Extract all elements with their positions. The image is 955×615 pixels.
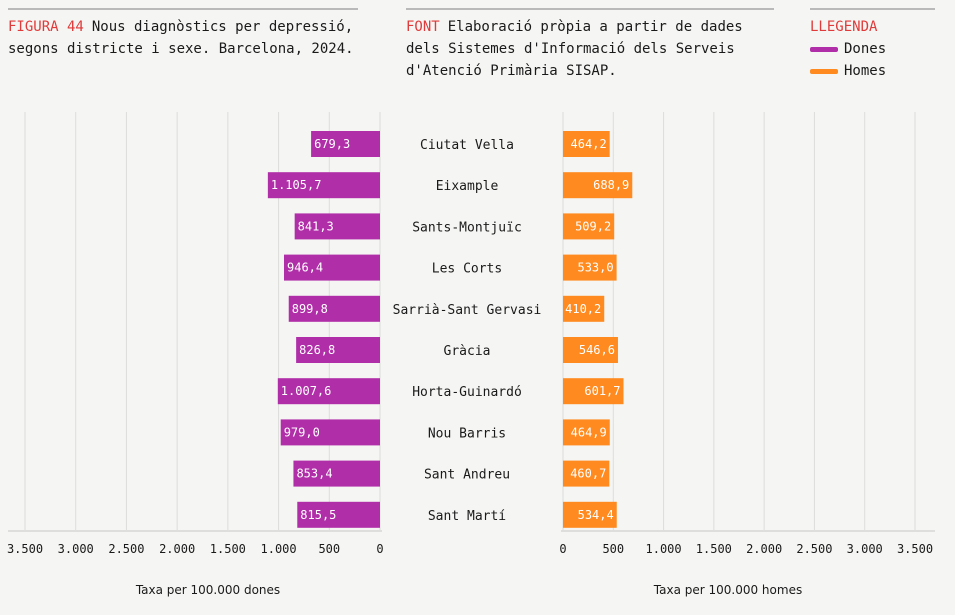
bar-dones: [293, 460, 380, 487]
bar-label-dones: 679,3: [314, 137, 350, 151]
legend-swatch-homes: [810, 68, 838, 74]
left-tick-label: 3.000: [58, 542, 94, 556]
bar-dones: [277, 378, 380, 405]
source-text: Elaboració pròpia a partir de dades dels…: [406, 19, 743, 79]
bar-dones: [311, 131, 380, 157]
bar-label-homes: 688,9: [593, 178, 629, 192]
left-tick-label: 3.500: [7, 542, 43, 556]
category-label: Sarrià-Sant Gervasi: [393, 303, 542, 318]
category-label: Ciutat Vella: [420, 138, 514, 153]
bar-dones: [294, 213, 380, 240]
bar-label-dones: 946,4: [287, 261, 323, 275]
right-tick-label: 3.500: [897, 542, 933, 556]
category-label: Gràcia: [444, 344, 491, 359]
bar-label-dones: 1.007,6: [281, 384, 332, 398]
legend: LLEGENDA Dones Homes: [810, 8, 935, 82]
category-label: Nou Barris: [428, 426, 506, 441]
bar-homes: [563, 419, 610, 446]
bar-label-dones: 841,3: [298, 219, 334, 233]
right-tick-label: 500: [602, 542, 624, 556]
legend-swatch-dones: [810, 46, 838, 52]
source-tag: FONT: [406, 19, 440, 35]
right-tick-label: 2.500: [796, 542, 832, 556]
figure-title: Nous diagnòstics per depressió, segons d…: [8, 19, 354, 57]
bar-dones: [288, 295, 380, 322]
legend-tag: LLEGENDA: [810, 19, 878, 35]
category-label: Sant Martí: [428, 509, 506, 524]
source-block: FONT Elaboració pròpia a partir de dades …: [406, 8, 774, 82]
left-tick-label: 500: [318, 542, 340, 556]
bar-homes: [563, 378, 624, 405]
legend-label-dones: Dones: [844, 41, 887, 57]
category-label: Les Corts: [432, 262, 502, 277]
bar-homes: [563, 295, 605, 322]
category-label: Sants-Montjuïc: [412, 220, 522, 235]
bar-label-dones: 853,4: [296, 467, 332, 481]
bar-homes: [563, 460, 610, 487]
bar-label-dones: 899,8: [292, 302, 328, 316]
right-tick-label: 1.500: [696, 542, 732, 556]
left-tick-label: 2.000: [159, 542, 195, 556]
bar-homes: [563, 501, 617, 528]
bar-homes: [563, 337, 618, 363]
bar-label-dones: 979,0: [284, 425, 320, 439]
bar-homes: [563, 213, 615, 240]
bar-label-dones: 815,5: [300, 508, 336, 522]
bar-homes: [563, 131, 610, 157]
bar-label-dones: 826,8: [299, 343, 335, 357]
bar-label-homes: 410,2: [565, 302, 601, 316]
bar-label-homes: 601,7: [584, 384, 620, 398]
right-tick-label: 1.000: [646, 542, 682, 556]
right-tick-label: 3.000: [847, 542, 883, 556]
left-axis-title: Taxa per 100.000 dones: [135, 583, 281, 597]
right-axis-title: Taxa per 100.000 homes: [653, 583, 803, 597]
bar-label-homes: 534,4: [578, 508, 614, 522]
bar-homes: [563, 254, 617, 281]
bar-label-homes: 509,2: [575, 219, 611, 233]
bar-label-homes: 464,2: [571, 137, 607, 151]
legend-label-homes: Homes: [844, 63, 887, 79]
left-tick-label: 1.500: [210, 542, 246, 556]
legend-item-dones: Dones: [810, 38, 935, 60]
right-tick-label: 2.000: [746, 542, 782, 556]
bar-dones: [280, 419, 380, 446]
bar-homes: [563, 172, 633, 199]
bar-dones: [296, 337, 380, 363]
bar-label-homes: 464,9: [571, 425, 607, 439]
bar-dones: [267, 172, 380, 199]
left-tick-label: 0: [376, 542, 383, 556]
bar-label-homes: 460,7: [570, 467, 606, 481]
figure-title-block: FIGURA 44 Nous diagnòstics per depressió,…: [8, 8, 358, 60]
bar-label-dones: 1.105,7: [271, 178, 322, 192]
bar-label-homes: 546,6: [579, 343, 615, 357]
category-label: Horta-Guinardó: [412, 385, 522, 400]
category-label: Eixample: [436, 179, 499, 194]
legend-item-homes: Homes: [810, 60, 935, 82]
figure-tag: FIGURA 44: [8, 19, 84, 35]
right-tick-label: 0: [559, 542, 566, 556]
category-label: Sant Andreu: [424, 468, 510, 483]
bar-dones: [297, 501, 380, 528]
left-tick-label: 1.000: [261, 542, 297, 556]
bar-dones: [284, 254, 380, 281]
left-tick-label: 2.500: [108, 542, 144, 556]
bar-label-homes: 533,0: [577, 261, 613, 275]
